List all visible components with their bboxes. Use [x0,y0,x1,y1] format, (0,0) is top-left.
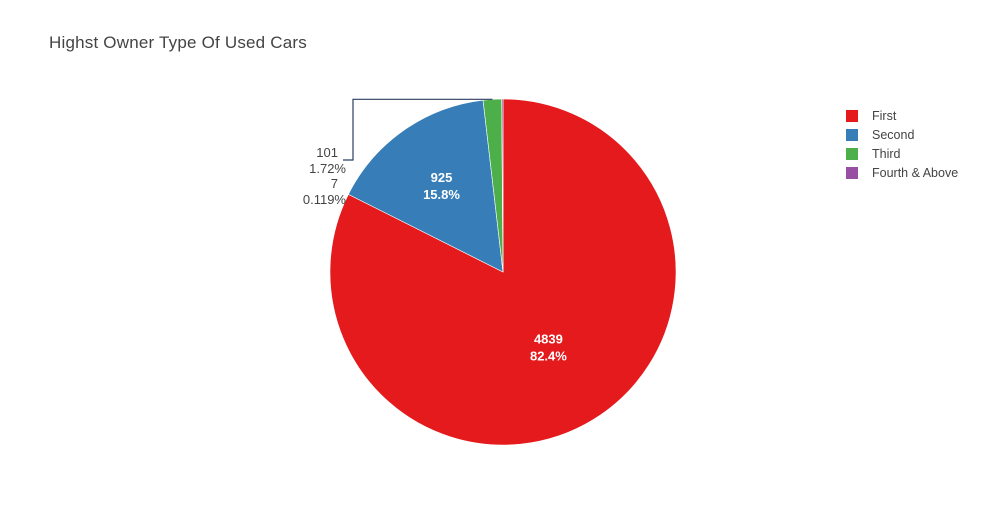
legend-swatch-first [846,109,858,122]
legend-label-fourth-above: Fourth & Above [872,165,959,180]
pie-slices [329,98,677,446]
data-label-percent-first: 82.4% [530,349,567,364]
chart-title: Highst Owner Type Of Used Cars [49,33,307,52]
legend-swatch-fourth-above [846,166,858,179]
legend-label-second: Second [872,127,915,142]
leader-line-third [343,98,493,161]
legend-item-third[interactable]: Third [846,144,958,163]
legend-item-first[interactable]: First [846,106,958,125]
data-label-value-third: 101 [316,145,338,160]
legend-swatch-second [846,128,858,141]
data-label-value-first: 4839 [534,332,563,347]
legend: First Second Third Fourth & Above [846,106,958,182]
pie-slice-fourth-above[interactable] [501,98,504,273]
data-label-percent-second: 15.8% [423,187,460,202]
legend-swatch-third [846,147,858,160]
data-label-percent-fourth-above: 0.119% [303,192,347,207]
pie-slice-second[interactable] [348,99,504,273]
data-label-value-second: 925 [431,170,453,185]
data-label-value-fourth-above: 7 [331,176,338,191]
legend-label-first: First [872,108,897,123]
legend-item-second[interactable]: Second [846,125,958,144]
legend-item-fourth-above[interactable]: Fourth & Above [846,163,958,182]
data-label-percent-third: 1.72% [309,161,346,176]
legend-label-third: Third [872,146,901,161]
